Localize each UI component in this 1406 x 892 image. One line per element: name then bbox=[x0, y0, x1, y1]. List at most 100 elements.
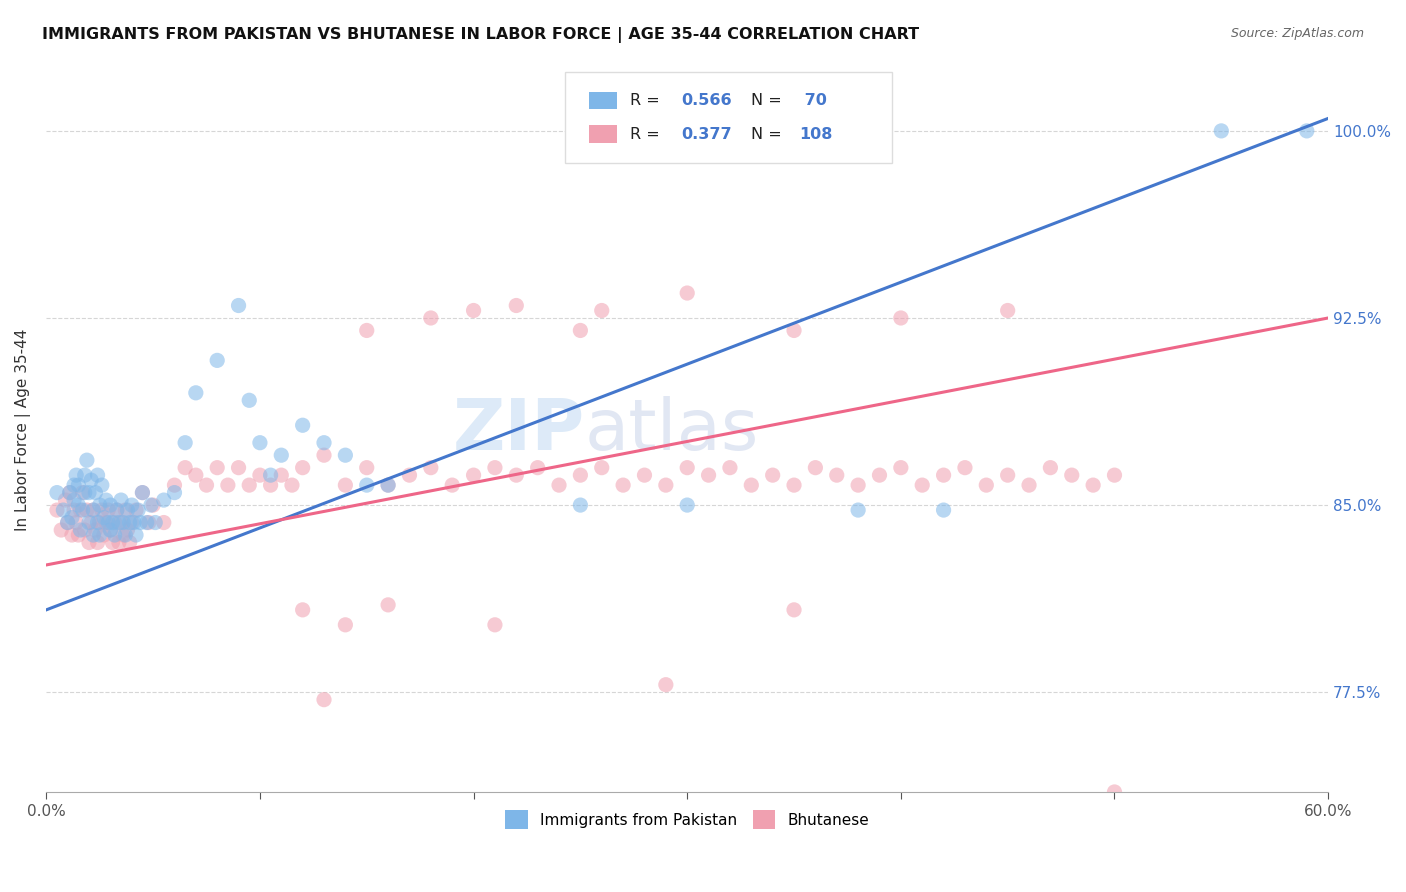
Point bbox=[46, 503, 69, 517]
Point bbox=[205, 353, 228, 368]
Point bbox=[377, 478, 399, 492]
Point bbox=[67, 498, 90, 512]
Point bbox=[184, 468, 207, 483]
Point bbox=[69, 523, 91, 537]
Point bbox=[932, 468, 955, 483]
Point bbox=[152, 516, 174, 530]
Point bbox=[398, 468, 420, 483]
Point bbox=[569, 468, 592, 483]
Point bbox=[60, 510, 83, 524]
Point bbox=[655, 478, 678, 492]
Point bbox=[118, 535, 141, 549]
Point bbox=[1081, 478, 1104, 492]
Text: N =: N = bbox=[751, 127, 787, 142]
Point bbox=[270, 468, 292, 483]
Point bbox=[118, 516, 141, 530]
Point bbox=[953, 460, 976, 475]
Point bbox=[205, 460, 228, 475]
Point bbox=[569, 323, 592, 337]
Point bbox=[97, 503, 120, 517]
Point bbox=[356, 478, 378, 492]
Point bbox=[846, 478, 869, 492]
Point bbox=[259, 478, 281, 492]
Point bbox=[356, 323, 378, 337]
Point bbox=[163, 478, 186, 492]
Point bbox=[90, 503, 112, 517]
Point bbox=[110, 493, 132, 508]
Point bbox=[676, 460, 699, 475]
Point bbox=[143, 516, 166, 530]
Point bbox=[98, 523, 121, 537]
Point bbox=[135, 516, 157, 530]
Point bbox=[890, 460, 912, 475]
Point bbox=[56, 516, 79, 530]
Point bbox=[89, 516, 111, 530]
Point bbox=[484, 617, 506, 632]
Point bbox=[228, 460, 250, 475]
Point bbox=[73, 485, 96, 500]
Point bbox=[77, 485, 100, 500]
Point bbox=[104, 528, 127, 542]
Point bbox=[94, 493, 117, 508]
Point bbox=[312, 692, 335, 706]
Point bbox=[101, 516, 124, 530]
Point bbox=[65, 468, 87, 483]
Point bbox=[697, 468, 720, 483]
Point bbox=[238, 478, 260, 492]
Point bbox=[249, 435, 271, 450]
Point bbox=[312, 448, 335, 462]
Point bbox=[484, 460, 506, 475]
Point bbox=[505, 468, 527, 483]
Point bbox=[63, 503, 86, 517]
Point bbox=[997, 468, 1019, 483]
Point bbox=[783, 478, 806, 492]
Point bbox=[114, 503, 136, 517]
Point bbox=[291, 603, 314, 617]
Text: R =: R = bbox=[630, 93, 665, 108]
Point bbox=[783, 323, 806, 337]
Point bbox=[110, 516, 132, 530]
Point bbox=[152, 493, 174, 508]
Point bbox=[718, 460, 741, 475]
Point bbox=[76, 453, 98, 467]
Point bbox=[125, 503, 148, 517]
Point bbox=[98, 523, 121, 537]
Point bbox=[69, 503, 91, 517]
Point bbox=[77, 516, 100, 530]
Point bbox=[73, 523, 96, 537]
Point bbox=[52, 503, 75, 517]
Point bbox=[72, 503, 94, 517]
Point bbox=[312, 435, 335, 450]
Point bbox=[105, 503, 128, 517]
Point bbox=[633, 468, 655, 483]
Point bbox=[86, 535, 108, 549]
Point bbox=[105, 503, 128, 517]
Point bbox=[505, 298, 527, 312]
Point bbox=[997, 303, 1019, 318]
Point bbox=[655, 678, 678, 692]
Point bbox=[80, 473, 103, 487]
Point bbox=[131, 485, 153, 500]
Point bbox=[114, 528, 136, 542]
Point bbox=[526, 460, 548, 475]
Point bbox=[67, 478, 90, 492]
Point bbox=[108, 516, 131, 530]
Point bbox=[76, 503, 98, 517]
Point bbox=[463, 303, 485, 318]
Point bbox=[138, 516, 160, 530]
Point bbox=[112, 528, 135, 542]
Point bbox=[217, 478, 239, 492]
Point bbox=[129, 516, 152, 530]
Point bbox=[121, 498, 143, 512]
Text: atlas: atlas bbox=[585, 396, 759, 465]
Point bbox=[93, 528, 115, 542]
Point bbox=[63, 493, 86, 508]
Point bbox=[59, 485, 82, 500]
Point bbox=[890, 310, 912, 325]
Point bbox=[82, 503, 104, 517]
Point bbox=[281, 478, 304, 492]
Point bbox=[1104, 785, 1126, 799]
Point bbox=[1211, 124, 1233, 138]
Point bbox=[184, 385, 207, 400]
Point bbox=[174, 460, 197, 475]
